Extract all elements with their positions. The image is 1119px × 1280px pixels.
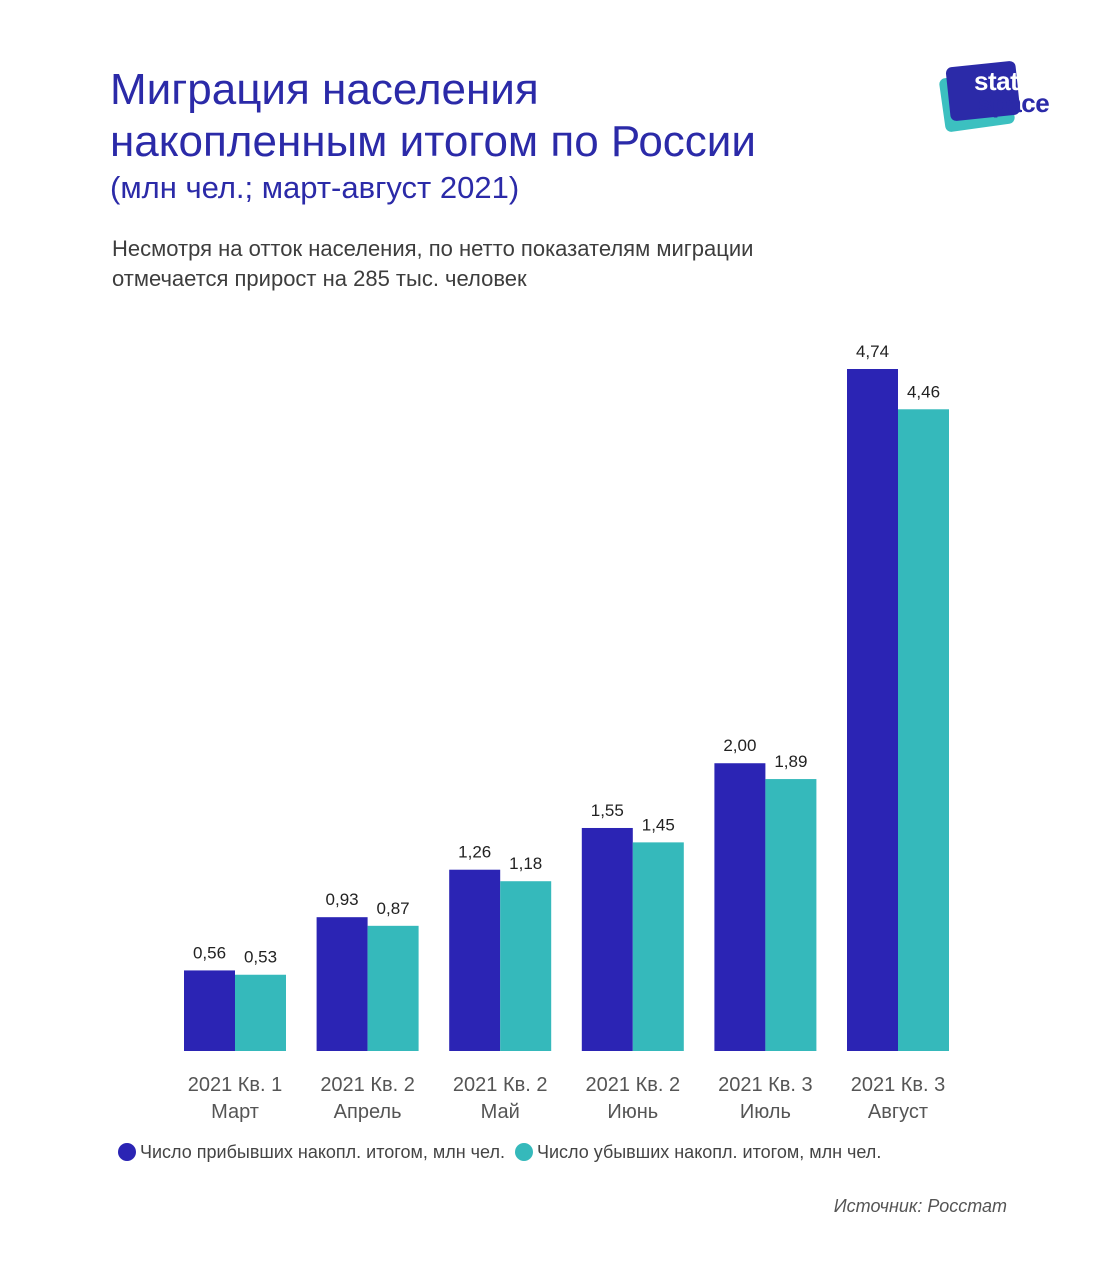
data-label-departures-3: 1,45 (642, 815, 675, 834)
bar-departures-0 (235, 974, 286, 1051)
x-tick-label-0-line-2: Март (211, 1101, 259, 1123)
x-tick-label-5-line-1: 2021 Кв. 3 (851, 1074, 946, 1096)
data-label-arrivals-3: 1,55 (591, 801, 624, 820)
legend-item-arrivals: Число прибывших накопл. итогом, млн чел. (118, 1142, 505, 1163)
bar-departures-2 (500, 881, 552, 1051)
data-label-departures-4: 1,89 (774, 752, 807, 771)
legend-label-arrivals: Число прибывших накопл. итогом, млн чел. (140, 1141, 505, 1162)
chart-units: (млн чел.; март-август 2021) (110, 170, 520, 205)
title-line-2: накопленным итогом по России (110, 117, 756, 166)
legend-item-departures: Число убывших накопл. итогом, млн чел. (514, 1141, 882, 1163)
data-label-arrivals-1: 0,93 (326, 890, 359, 909)
bar-arrivals-2 (449, 869, 501, 1051)
chart-legend: Число прибывших накопл. итогом, млн чел.… (118, 1138, 891, 1166)
bar-arrivals-0 (184, 970, 235, 1051)
logo-text-line-2: space (978, 88, 1050, 118)
x-tick-label-4-line-2: Июль (740, 1101, 791, 1123)
x-tick-label-1-line-2: Апрель (334, 1101, 402, 1123)
x-tick-label-5-line-2: Август (868, 1101, 928, 1123)
bar-departures-4 (765, 779, 817, 1051)
bar-arrivals-4 (714, 763, 766, 1051)
data-label-departures-1: 0,87 (377, 899, 410, 918)
logo-text: stat space (974, 66, 1050, 118)
bar-departures-1 (367, 925, 419, 1051)
x-tick-label-4-line-1: 2021 Кв. 3 (718, 1074, 813, 1096)
data-label-departures-0: 0,53 (244, 948, 277, 967)
bar-departures-5 (898, 409, 949, 1051)
data-label-departures-2: 1,18 (509, 854, 542, 873)
chart-title: Миграция населения накопленным итогом по… (110, 64, 910, 168)
description-line-1: Несмотря на отток населения, по нетто по… (112, 236, 754, 261)
statspace-logo: stat space (934, 60, 1074, 136)
bar-arrivals-1 (316, 917, 368, 1051)
x-tick-label-1-line-1: 2021 Кв. 2 (320, 1074, 415, 1096)
logo-text-line-1: stat (974, 66, 1019, 96)
bar-arrivals-3 (581, 827, 633, 1051)
legend-dot-departures (514, 1143, 533, 1161)
data-label-arrivals-0: 0,56 (193, 943, 226, 962)
data-label-arrivals-4: 2,00 (723, 736, 756, 755)
bar-arrivals-5 (847, 369, 898, 1051)
source-note: Источник: Росстат (833, 1196, 1007, 1216)
legend-label-departures: Число убывших накопл. итогом, млн чел. (536, 1141, 882, 1162)
description-line-2: отмечается прирост на 285 тыс. человек (112, 266, 527, 291)
data-label-arrivals-2: 1,26 (458, 843, 491, 862)
bar-chart: 0,56 0,53 2021 Кв. 1 Март 0,93 0,87 2021 Кв. 2… (184, 342, 949, 1123)
x-tick-label-3-line-1: 2021 Кв. 2 (586, 1074, 681, 1096)
chart-description: Несмотря на отток населения, по нетто по… (112, 234, 932, 294)
data-label-departures-5: 4,46 (907, 382, 940, 401)
x-tick-label-2-line-1: 2021 Кв. 2 (453, 1074, 548, 1096)
title-line-1: Миграция населения (110, 65, 539, 114)
bar-departures-3 (632, 842, 684, 1051)
x-tick-label-0-line-1: 2021 Кв. 1 (188, 1074, 283, 1096)
x-tick-label-3-line-2: Июнь (607, 1101, 658, 1123)
legend-dot-arrivals (118, 1143, 136, 1161)
x-tick-label-2-line-2: Май (481, 1101, 520, 1123)
data-label-arrivals-5: 4,74 (856, 342, 889, 361)
